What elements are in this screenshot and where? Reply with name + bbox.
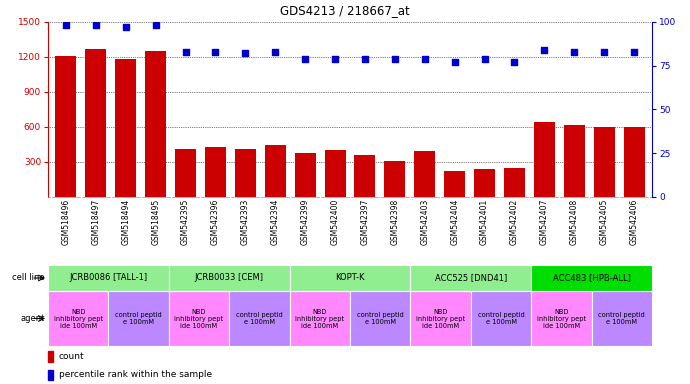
Point	[599, 49, 610, 55]
Point	[61, 22, 72, 28]
Bar	[48, 351, 53, 362]
Bar	[564, 125, 584, 197]
Bar	[145, 51, 166, 197]
Point	[359, 56, 371, 62]
Bar	[295, 153, 315, 197]
Point	[569, 49, 580, 55]
Text: agent: agent	[20, 314, 45, 323]
Text: GSM542399: GSM542399	[301, 199, 310, 245]
Point	[299, 56, 310, 62]
Text: GSM542394: GSM542394	[270, 199, 279, 245]
Text: control peptid
e 100mM: control peptid e 100mM	[115, 312, 162, 325]
Point	[389, 56, 400, 62]
Text: GDS4213 / 218667_at: GDS4213 / 218667_at	[280, 5, 410, 18]
Text: NBD
inhibitory pept
ide 100mM: NBD inhibitory pept ide 100mM	[175, 308, 224, 328]
Bar	[504, 168, 525, 197]
Bar	[534, 122, 555, 197]
Text: JCRB0086 [TALL-1]: JCRB0086 [TALL-1]	[69, 273, 148, 283]
Point	[210, 49, 221, 55]
Bar	[115, 59, 136, 197]
Text: JCRB0033 [CEM]: JCRB0033 [CEM]	[195, 273, 264, 283]
Text: control peptid
e 100mM: control peptid e 100mM	[477, 312, 524, 325]
Bar	[48, 369, 53, 380]
Bar	[593, 127, 615, 197]
Text: control peptid
e 100mM: control peptid e 100mM	[357, 312, 404, 325]
Bar	[265, 145, 286, 197]
Text: control peptid
e 100mM: control peptid e 100mM	[236, 312, 283, 325]
Bar	[350, 291, 411, 346]
Point	[180, 49, 191, 55]
Text: GSM542401: GSM542401	[480, 199, 489, 245]
Bar	[175, 149, 196, 197]
Text: GSM542408: GSM542408	[570, 199, 579, 245]
Bar	[86, 49, 106, 197]
Bar	[414, 152, 435, 197]
Point	[509, 59, 520, 65]
Bar	[235, 149, 256, 197]
Text: GSM518495: GSM518495	[151, 199, 160, 245]
Text: GSM542404: GSM542404	[450, 199, 459, 245]
Bar	[624, 127, 644, 197]
Text: ACC525 [DND41]: ACC525 [DND41]	[435, 273, 507, 283]
Bar	[48, 291, 108, 346]
Bar	[384, 161, 405, 197]
Text: NBD
inhibitory pept
ide 100mM: NBD inhibitory pept ide 100mM	[537, 308, 586, 328]
Text: GSM542402: GSM542402	[510, 199, 519, 245]
Text: GSM542393: GSM542393	[241, 199, 250, 245]
Text: GSM542406: GSM542406	[629, 199, 638, 245]
Text: GSM542397: GSM542397	[360, 199, 369, 245]
Text: GSM542403: GSM542403	[420, 199, 429, 245]
Text: KOPT-K: KOPT-K	[335, 273, 365, 283]
Point	[240, 50, 251, 56]
Point	[120, 24, 131, 30]
Point	[420, 56, 431, 62]
Bar	[55, 56, 77, 197]
Bar	[531, 291, 591, 346]
Text: NBD
inhibitory pept
ide 100mM: NBD inhibitory pept ide 100mM	[54, 308, 103, 328]
Bar	[474, 169, 495, 197]
Bar	[290, 265, 411, 291]
Text: GSM542405: GSM542405	[600, 199, 609, 245]
Point	[90, 22, 101, 28]
Point	[150, 22, 161, 28]
Point	[270, 49, 281, 55]
Bar	[355, 155, 375, 197]
Bar	[591, 291, 652, 346]
Text: GSM542400: GSM542400	[331, 199, 339, 245]
Bar	[411, 291, 471, 346]
Bar	[169, 291, 229, 346]
Bar	[290, 291, 350, 346]
Text: cell line: cell line	[12, 273, 45, 283]
Point	[479, 56, 490, 62]
Bar	[205, 147, 226, 197]
Bar	[411, 265, 531, 291]
Text: GSM542395: GSM542395	[181, 199, 190, 245]
Text: NBD
inhibitory pept
ide 100mM: NBD inhibitory pept ide 100mM	[416, 308, 465, 328]
Bar	[108, 291, 169, 346]
Text: GSM542398: GSM542398	[391, 199, 400, 245]
Point	[629, 49, 640, 55]
Bar	[169, 265, 290, 291]
Text: NBD
inhibitory pept
ide 100mM: NBD inhibitory pept ide 100mM	[295, 308, 344, 328]
Text: ACC483 [HPB-ALL]: ACC483 [HPB-ALL]	[553, 273, 631, 283]
Point	[539, 47, 550, 53]
Point	[330, 56, 341, 62]
Text: count: count	[59, 352, 84, 361]
Text: percentile rank within the sample: percentile rank within the sample	[59, 371, 212, 379]
Text: control peptid
e 100mM: control peptid e 100mM	[598, 312, 645, 325]
Text: GSM518497: GSM518497	[91, 199, 100, 245]
Bar	[229, 291, 290, 346]
Text: GSM518494: GSM518494	[121, 199, 130, 245]
Bar	[324, 150, 346, 197]
Bar	[48, 265, 169, 291]
Bar	[531, 265, 652, 291]
Bar	[444, 171, 465, 197]
Text: GSM542396: GSM542396	[211, 199, 220, 245]
Bar	[471, 291, 531, 346]
Text: GSM542407: GSM542407	[540, 199, 549, 245]
Text: GSM518496: GSM518496	[61, 199, 70, 245]
Point	[449, 59, 460, 65]
